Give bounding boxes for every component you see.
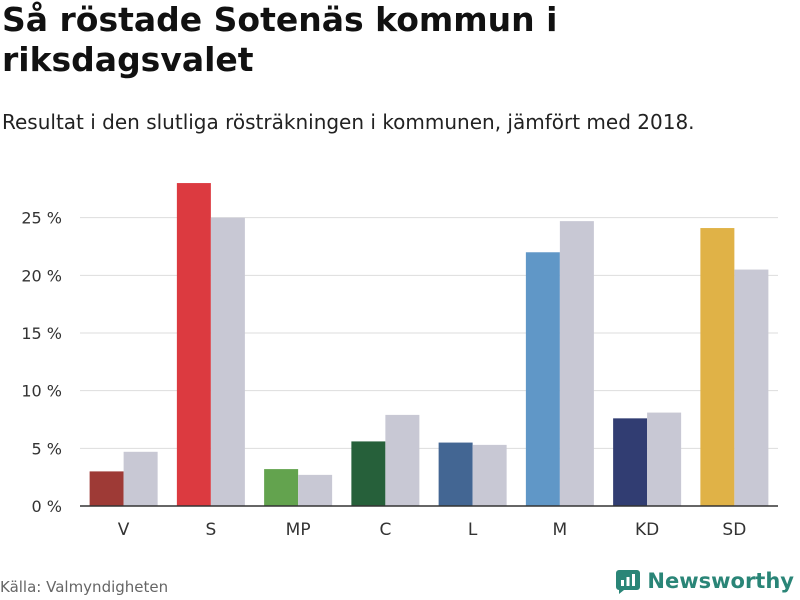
y-tick-label: 25 %: [21, 209, 62, 228]
bar-chart: 0 % 5 % 10 % 15 % 20 % 25 % V S MP C L M KD SD: [21, 183, 778, 540]
y-tick-label: 5 %: [32, 439, 62, 458]
brand-logo: Newsworthy: [615, 568, 794, 594]
bar-2022: [700, 228, 735, 506]
bar-2018: [385, 414, 420, 506]
bar-2018: [123, 451, 158, 506]
bar-2018: [210, 217, 245, 506]
bar-2018: [647, 412, 682, 506]
y-tick-label: 0 %: [32, 497, 62, 516]
bar-2018: [298, 474, 333, 506]
source-note: Källa: Valmyndigheten: [0, 578, 169, 596]
x-tick-label: KD: [635, 520, 659, 540]
y-tick-label: 15 %: [21, 324, 62, 343]
x-tick-label: S: [205, 520, 216, 540]
bar-2018: [559, 221, 594, 507]
bar-2022: [176, 183, 211, 507]
bar-2022: [89, 471, 124, 506]
y-tick-label: 10 %: [21, 382, 62, 401]
x-tick-label: L: [468, 520, 478, 540]
bar-2022: [351, 441, 386, 506]
bar-2022: [264, 469, 299, 506]
y-tick-label: 20 %: [21, 266, 62, 285]
brand-name: Newsworthy: [647, 569, 794, 593]
bar-2018: [734, 269, 769, 506]
bar-2022: [525, 252, 560, 506]
newsworthy-logo-icon: [616, 570, 641, 594]
chart-title: Så röstade Sotenäs kommun i riksdagsvale…: [2, 0, 558, 79]
x-tick-label: SD: [722, 520, 746, 540]
bar-2018: [472, 444, 507, 506]
x-tick-label: C: [379, 520, 391, 540]
x-tick-label: MP: [286, 520, 311, 540]
x-tick-label: M: [553, 520, 568, 540]
bar-2022: [613, 418, 648, 506]
x-tick-label: V: [118, 520, 130, 540]
chart-subtitle: Resultat i den slutliga rösträkningen i …: [2, 110, 695, 134]
bar-2022: [438, 442, 473, 506]
